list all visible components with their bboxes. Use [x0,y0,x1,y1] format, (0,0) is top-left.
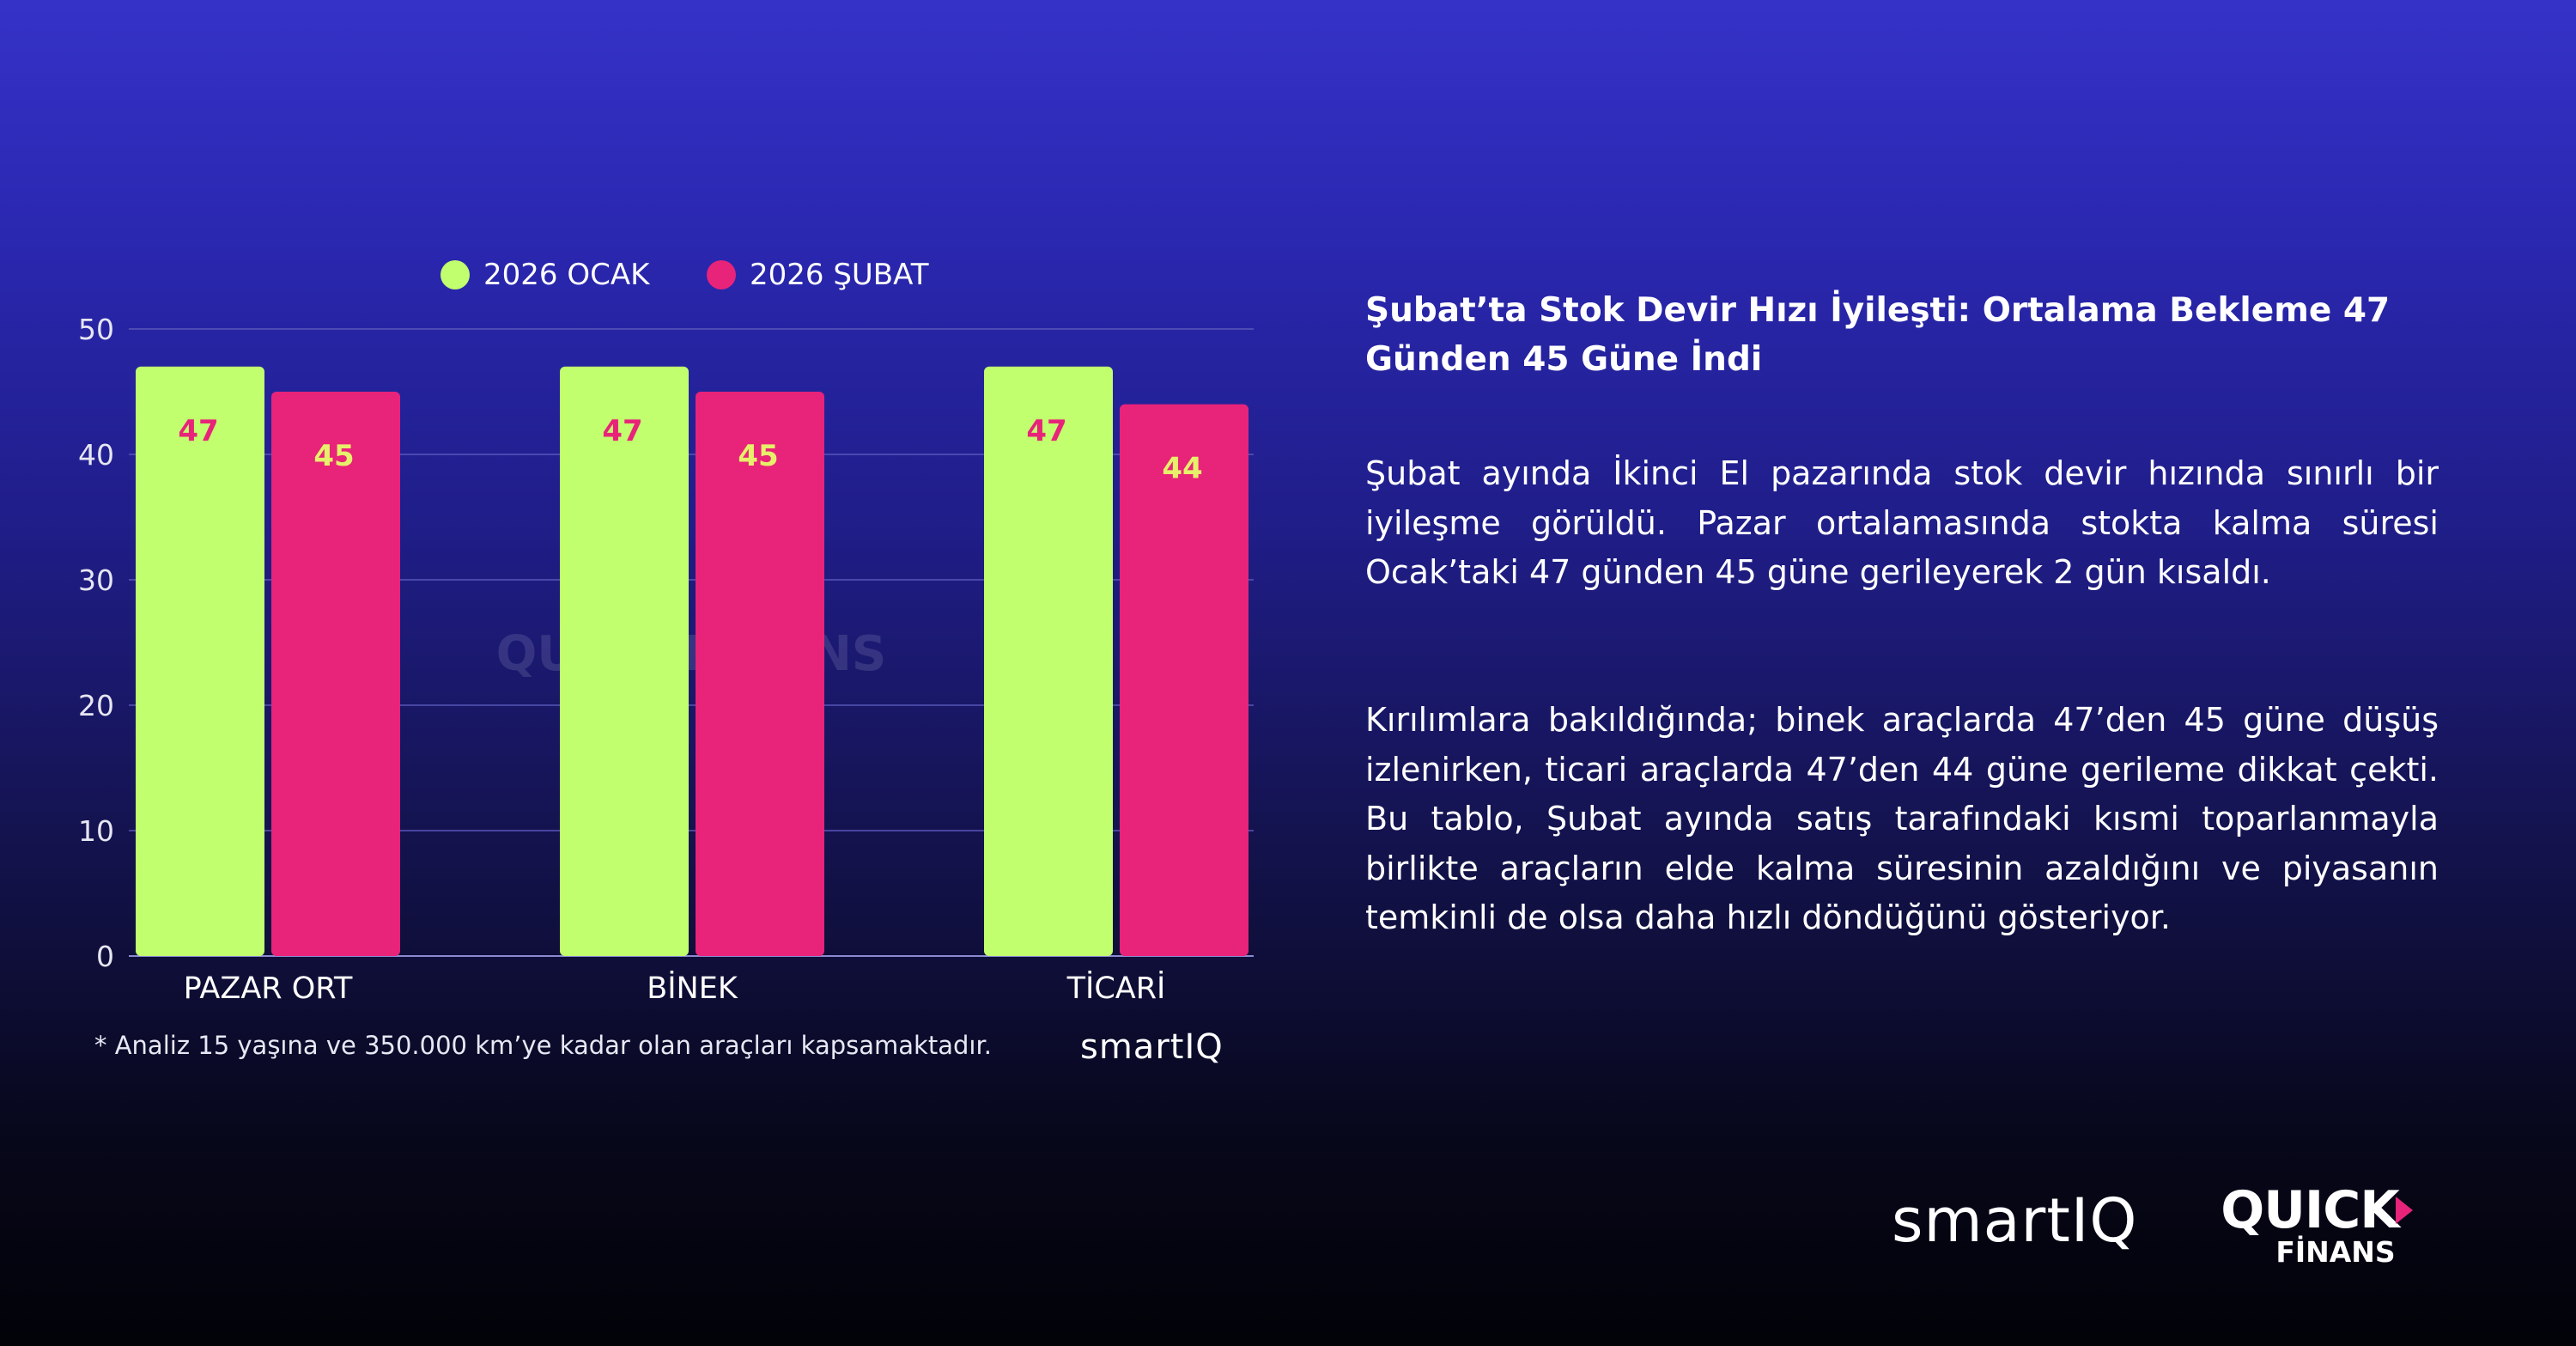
legend-label: 2026 OCAK [483,258,651,292]
body-paragraph-1: Şubat ayında İkinci El pazarında stok de… [1365,454,2439,591]
quick-logo-bottom: FİNANS [2275,1235,2396,1269]
quick-finans-logo: QUICK FİNANS [2207,1184,2413,1268]
body-paragraph-2: Kırılımlara bakıldığında; binek araçlard… [1365,701,2439,936]
chart-footnote: * Analiz 15 yaşına ve 350.000 km’ye kada… [94,1031,992,1060]
data-labels: 47 45 47 45 47 44 [178,414,1202,486]
legend-label: 2026 ŞUBAT [750,258,929,292]
y-tick-label: 50 [78,313,114,346]
y-tick-label: 10 [78,814,114,848]
bar [271,392,400,956]
x-category-label: TİCARİ [1066,970,1166,1006]
x-category-label: PAZAR ORT [184,971,353,1006]
data-label: 45 [738,439,778,473]
legend-swatch [707,260,736,289]
data-label: 45 [313,439,354,473]
data-label: 47 [602,414,642,448]
x-category-label: BİNEK [647,970,738,1006]
bar [1120,404,1249,957]
x-axis-categories: PAZAR ORT BİNEK TİCARİ [184,970,1166,1006]
data-label: 47 [1026,414,1066,448]
y-tick-label: 0 [96,940,114,973]
chart-brand-logo: smartIQ [1080,1027,1224,1067]
bars [136,366,1249,957]
legend-swatch [440,260,470,289]
data-label: 44 [1162,452,1202,486]
chart-watermark: QUICK FİNANS [496,626,886,682]
legend: 2026 OCAK 2026 ŞUBAT [440,258,929,292]
bar [136,366,264,956]
y-axis-ticks: 0 10 20 30 40 50 [78,313,114,973]
quick-logo-top: QUICK [2221,1180,2400,1240]
quick-arrow-icon [2396,1197,2413,1224]
headline: Şubat’ta Stok Devir Hızı İyileşti: Ortal… [1365,291,2391,379]
bar [696,392,824,956]
y-tick-label: 40 [78,438,114,472]
y-tick-label: 30 [78,563,114,597]
bar [984,366,1113,956]
bar [560,366,689,956]
y-tick-label: 20 [78,689,114,722]
smartiq-logo: smartIQ [1892,1185,2138,1256]
data-label: 47 [178,414,218,448]
